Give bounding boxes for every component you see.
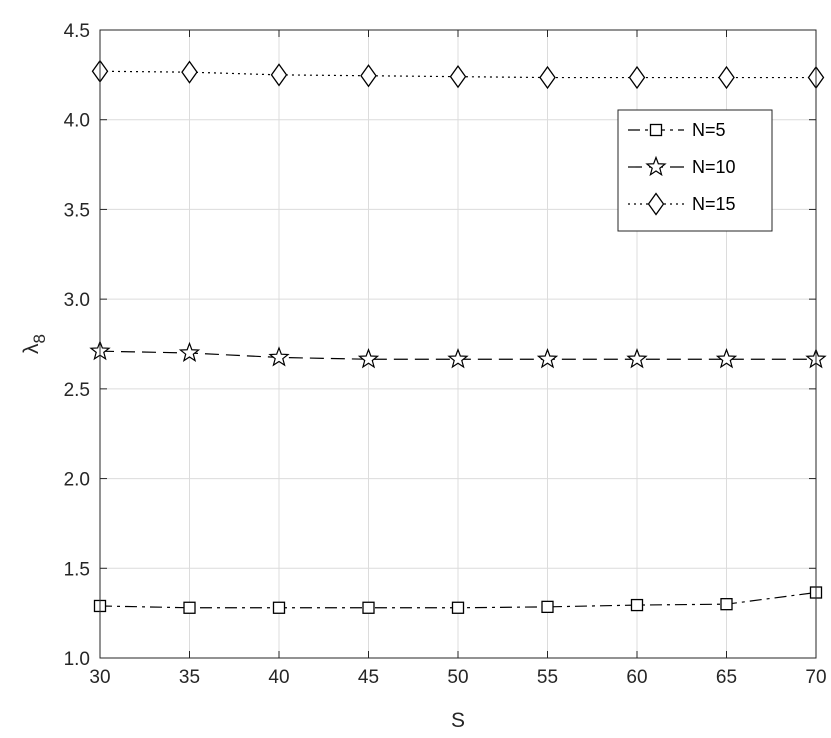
data-point-diamond <box>718 65 735 90</box>
y-tick-label: 4.5 <box>64 21 90 42</box>
y-tick-label: 2.5 <box>64 380 90 401</box>
data-point-diamond <box>539 65 556 90</box>
data-point-star <box>626 348 648 369</box>
x-tick-label: 55 <box>537 667 558 688</box>
data-point-diamond <box>628 65 646 90</box>
x-tick-label: 70 <box>805 667 826 688</box>
data-point-square <box>720 598 733 611</box>
data-point-diamond <box>270 63 288 87</box>
data-point-diamond <box>449 65 467 89</box>
data-point-square <box>362 601 375 614</box>
y-axis-label-subscript: 8 <box>30 334 49 343</box>
y-axis-label-base: λ <box>20 343 43 354</box>
data-point-star <box>536 348 559 369</box>
data-point-square <box>541 600 554 614</box>
y-tick-label: 2.0 <box>64 470 90 491</box>
y-tick-label: 4.0 <box>64 111 90 132</box>
x-tick-label: 60 <box>626 667 647 688</box>
legend: N=5 N=10 N=15 <box>617 109 773 232</box>
y-axis-label: λ8 <box>20 334 49 354</box>
series-n-5 <box>93 586 823 614</box>
data-point-square <box>272 601 286 614</box>
data-point-square <box>183 601 196 614</box>
y-tick-label: 3.0 <box>64 290 90 311</box>
data-point-star <box>715 348 738 369</box>
x-axis-label: S <box>451 709 465 732</box>
legend-entry: N=5 <box>628 120 726 140</box>
svg-text:λ8: λ8 <box>20 334 49 354</box>
legend-label: N=10 <box>692 157 736 177</box>
data-point-star <box>268 346 290 367</box>
x-tick-label: 45 <box>358 667 379 688</box>
legend-box <box>617 109 773 232</box>
data-point-star <box>447 348 469 369</box>
y-tick-label: 1.5 <box>64 559 90 580</box>
data-point-star <box>357 348 380 369</box>
axis-ticks: 30 35 40 45 50 55 60 65 70 1.0 1.5 2.0 2.5 3.0 3.5 4.0 4… <box>64 21 827 688</box>
legend-entry: N=10 <box>628 155 736 177</box>
legend-marker-diamond <box>647 192 665 216</box>
legend-marker-square <box>649 123 663 137</box>
x-tick-label: 50 <box>447 667 468 688</box>
legend-entry: N=15 <box>628 192 736 216</box>
legend-label: N=5 <box>692 120 726 140</box>
x-tick-label: 35 <box>179 667 200 688</box>
data-series <box>89 59 827 614</box>
data-point-square <box>451 601 465 614</box>
data-point-diamond <box>360 64 377 88</box>
x-tick-label: 40 <box>268 667 289 688</box>
y-tick-label: 3.5 <box>64 200 90 221</box>
data-point-star <box>178 341 201 363</box>
x-tick-label: 30 <box>89 667 110 688</box>
data-point-diamond <box>181 60 198 84</box>
data-point-square <box>630 598 644 612</box>
x-tick-label: 65 <box>716 667 737 688</box>
y-tick-label: 1.0 <box>64 649 90 670</box>
legend-marker-star <box>645 155 667 177</box>
legend-label: N=15 <box>692 194 736 214</box>
